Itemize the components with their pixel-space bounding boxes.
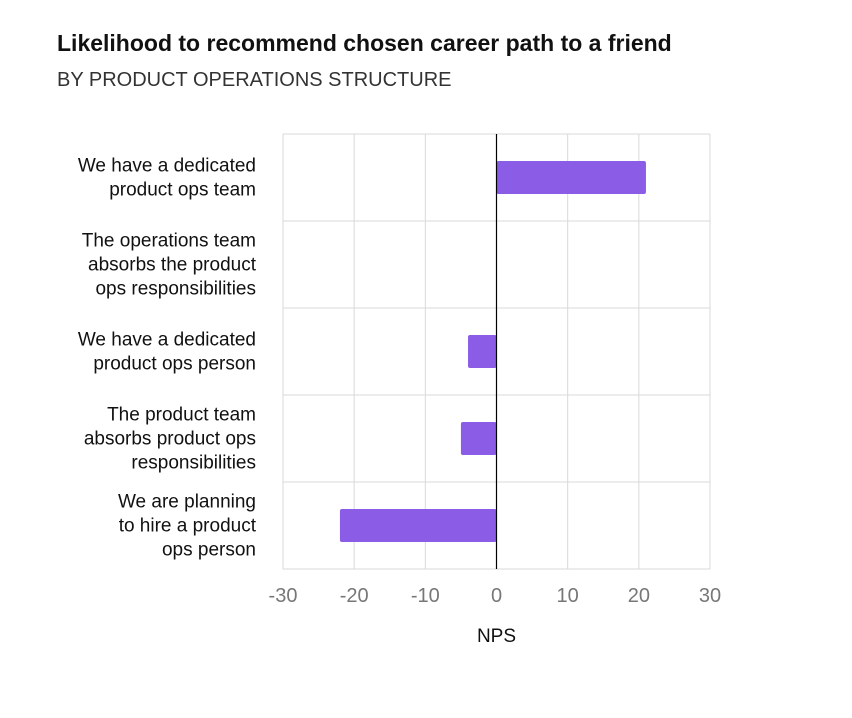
category-label-line: ops person (162, 540, 256, 561)
category-labels: We have a dedicated product ops team The o… (78, 156, 257, 561)
x-tick-labels: -30 -20 -10 0 10 20 30 (269, 585, 722, 607)
x-tick-label: 10 (557, 585, 579, 607)
category-label-line: ops responsibilities (95, 279, 256, 300)
x-tick-label: 30 (699, 585, 721, 607)
category-label-line: product ops team (109, 180, 256, 201)
chart-title: Likelihood to recommend chosen career pa… (57, 30, 672, 56)
x-tick-label: -30 (269, 585, 298, 607)
x-axis-label: NPS (477, 626, 516, 647)
category-label: The product team absorbs product ops respo… (84, 405, 256, 474)
category-label-line: product ops person (93, 354, 256, 375)
chart-subtitle: BY PRODUCT OPERATIONS STRUCTURE (57, 69, 452, 91)
category-label: The operations team absorbs the product op… (82, 231, 257, 300)
category-label-line: We are planning (118, 492, 256, 513)
category-label-line: The product team (107, 405, 256, 426)
category-label: We have a dedicated product ops team (78, 156, 256, 201)
category-label-line: We have a dedicated (78, 156, 256, 177)
category-label-line: to hire a product (119, 516, 257, 537)
bar (460, 422, 497, 455)
x-tick-label: -20 (340, 585, 369, 607)
category-label: We are planning to hire a product ops pers… (118, 492, 257, 561)
category-label-line: We have a dedicated (78, 330, 256, 351)
x-tick-label: 0 (491, 585, 502, 607)
bar (496, 161, 646, 194)
category-label-line: absorbs the product (88, 255, 257, 276)
category-label-line: The operations team (82, 231, 256, 252)
x-tick-label: 20 (628, 585, 650, 607)
bar (468, 335, 497, 368)
grid-layer (282, 133, 711, 570)
category-label-line: responsibilities (131, 453, 256, 474)
bar-layer (339, 161, 646, 542)
category-label-line: absorbs product ops (84, 429, 256, 450)
category-label: We have a dedicated product ops person (78, 330, 256, 375)
x-tick-label: -10 (411, 585, 440, 607)
bar (339, 509, 497, 542)
